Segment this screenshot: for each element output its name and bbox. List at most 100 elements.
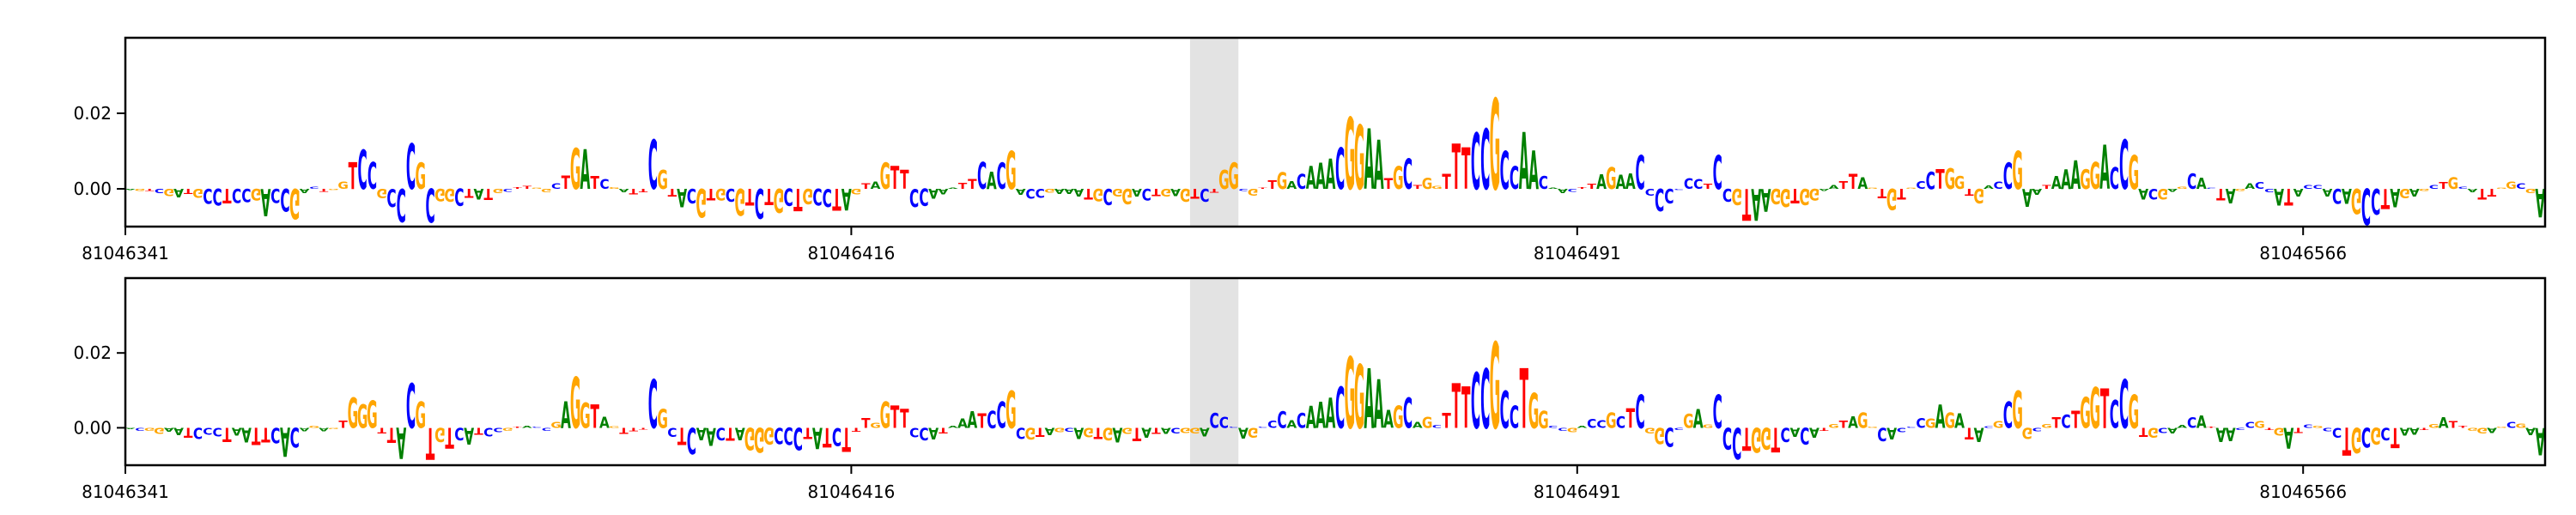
logo-letter-a: A xyxy=(1306,400,1316,436)
logo-letter-t: T xyxy=(222,184,232,207)
logo-letter-g: G xyxy=(570,138,581,203)
logo-letter-t: T xyxy=(977,409,987,433)
logo-letter-c: C xyxy=(793,420,803,457)
logo-letter-c: C xyxy=(406,132,416,204)
logo-letter-c: C xyxy=(483,425,493,438)
logo-letter-c: C xyxy=(2245,421,2255,431)
logo-letter-t: T xyxy=(445,420,454,452)
logo-letter-g: G xyxy=(2496,427,2507,428)
logo-letter-a: A xyxy=(1809,424,1820,439)
logo-letter-c: C xyxy=(1229,427,1238,428)
logo-letter-c: C xyxy=(1732,417,1741,467)
logo-letter-g: G xyxy=(1354,108,1365,210)
logo-letter-g: G xyxy=(1538,407,1549,434)
logo-letter-a: A xyxy=(1112,423,1122,446)
logo-letter-c: C xyxy=(2506,421,2516,430)
logo-letter-a: A xyxy=(125,427,137,429)
logo-letter-a: A xyxy=(474,185,484,203)
logo-letter-c: C xyxy=(1480,113,1490,209)
logo-letter-t: T xyxy=(513,426,522,427)
logo-letter-t: T xyxy=(861,182,871,191)
logo-letter-t: T xyxy=(1094,424,1103,443)
logo-letter-t: T xyxy=(338,419,348,431)
logo-letter-c: C xyxy=(1713,385,1722,439)
logo-letter-c: C xyxy=(232,184,241,204)
logo-letter-c: C xyxy=(1693,176,1703,193)
logo-letter-a: A xyxy=(2070,153,2081,197)
logo-letter-g: G xyxy=(2506,181,2517,192)
logo-letter-c: C xyxy=(1994,180,2003,192)
logo-letter-a: A xyxy=(2468,188,2478,193)
logo-letter-c: C xyxy=(1558,427,1567,431)
logo-letter-g: G xyxy=(1431,185,1443,190)
logo-letter-c: C xyxy=(1500,382,1510,440)
logo-letter-g: G xyxy=(1490,319,1501,457)
logo-letter-c: C xyxy=(2380,423,2390,442)
logo-letter-g: G xyxy=(1354,348,1365,449)
logo-letter-t: T xyxy=(426,417,435,469)
logo-letter-g: G xyxy=(1905,188,1917,190)
y-tick-label: 0.02 xyxy=(73,103,112,124)
logo-letter-g: G xyxy=(328,189,339,191)
logo-letter-t: T xyxy=(900,165,909,195)
logo-letter-t: T xyxy=(319,188,329,192)
logo-letter-t: T xyxy=(1452,132,1461,204)
logo-letter-t: T xyxy=(793,181,803,215)
logo-letter-t: T xyxy=(726,423,735,444)
logo-letter-a: A xyxy=(300,187,311,194)
logo-letter-a: A xyxy=(1364,113,1375,209)
logo-letter-g: G xyxy=(1005,142,1017,202)
logo-letter-a: A xyxy=(706,421,716,449)
logo-letter-a: A xyxy=(2283,420,2293,452)
logo-letter-c: C xyxy=(368,154,377,198)
logo-letter-g: G xyxy=(376,185,387,201)
logo-letter-c: C xyxy=(1064,427,1073,433)
logo-letter-t: T xyxy=(745,183,755,209)
logo-letter-c: C xyxy=(1025,185,1035,201)
logo-letter-a: A xyxy=(871,180,881,192)
logo-letter-g: G xyxy=(1567,427,1578,434)
logo-letter-g: G xyxy=(1103,423,1114,442)
logo-letter-c: C xyxy=(503,188,513,192)
logo-letter-g: G xyxy=(493,187,504,194)
logo-letter-a: A xyxy=(1238,424,1249,441)
logo-letter-t: T xyxy=(1442,169,1451,194)
logo-letter-c: C xyxy=(532,427,541,428)
logo-letter-c: C xyxy=(270,184,280,204)
logo-letter-a: A xyxy=(1935,397,1946,436)
logo-letter-g: G xyxy=(1867,427,1878,428)
logo-letter-c: C xyxy=(1877,423,1886,444)
logo-letter-a: A xyxy=(957,415,968,431)
logo-letter-a: A xyxy=(1161,425,1171,435)
logo-letter-a: A xyxy=(232,425,242,437)
logo-letter-a: A xyxy=(967,408,977,434)
logo-letter-t: T xyxy=(2391,421,2399,453)
logo-letter-c: C xyxy=(784,421,793,449)
logo-letter-t: T xyxy=(1036,425,1045,439)
logo-letter-t: T xyxy=(832,181,841,215)
logo-letter-g: G xyxy=(2090,377,2101,442)
logo-letter-g: G xyxy=(502,427,513,431)
logo-letter-g: G xyxy=(1799,183,1810,209)
logo-letter-c: C xyxy=(997,396,1006,437)
logo-letter-t: T xyxy=(184,424,193,439)
logo-letter-g: G xyxy=(763,421,775,448)
logo-letter-t: T xyxy=(1587,183,1596,191)
logo-letter-c: C xyxy=(1277,408,1286,434)
x-tick-label: 81046491 xyxy=(1534,243,1621,264)
logo-letter-a: A xyxy=(1132,185,1142,197)
logo-letter-g: G xyxy=(2012,142,2023,202)
logo-letter-t: T xyxy=(1461,136,1470,203)
logo-letter-a: A xyxy=(1548,188,1559,190)
logo-letter-a: A xyxy=(1596,171,1607,194)
logo-letter-c: C xyxy=(2187,415,2196,432)
logo-letter-a: A xyxy=(2032,187,2042,197)
logo-letter-c: C xyxy=(1548,426,1558,429)
logo-letter-c: C xyxy=(2148,185,2158,203)
logo-letter-c: C xyxy=(1897,427,1906,433)
logo-letter-g: G xyxy=(328,427,339,429)
logo-letter-t: T xyxy=(629,427,639,433)
logo-letter-a: A xyxy=(1616,171,1626,194)
logo-letter-t: T xyxy=(639,188,648,194)
